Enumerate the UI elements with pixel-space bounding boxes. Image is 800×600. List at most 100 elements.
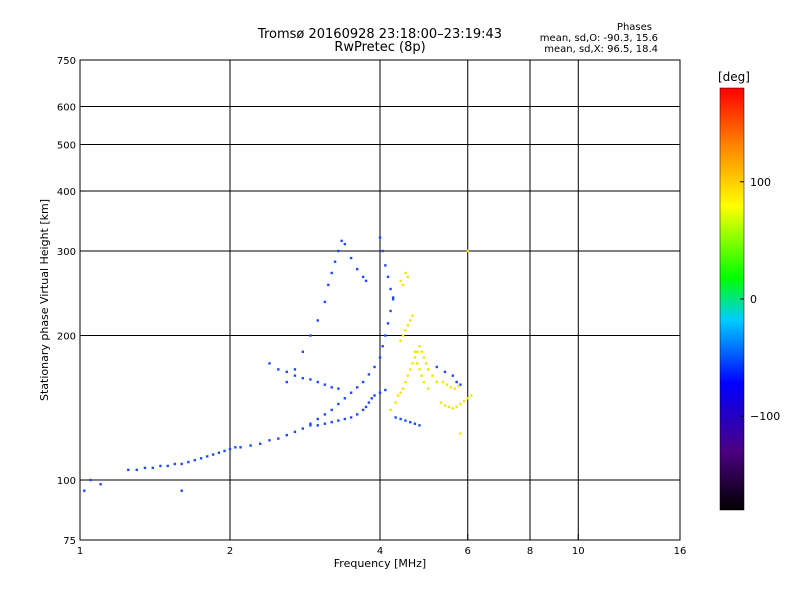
data-point-o: [239, 446, 242, 449]
data-point-x: [435, 380, 438, 384]
data-point-o: [343, 417, 347, 421]
data-point-o: [277, 437, 280, 440]
colorbar-unit-label: [deg]: [718, 70, 750, 84]
data-point-o: [330, 386, 333, 389]
data-point-o: [378, 391, 382, 394]
data-point-o: [381, 345, 384, 348]
data-point-o: [211, 453, 215, 456]
data-point-o: [349, 416, 353, 419]
x-tick-label: 8: [527, 546, 533, 557]
data-point-o: [399, 417, 402, 421]
data-point-o: [413, 422, 417, 425]
data-point-x: [439, 401, 443, 404]
data-point-x: [424, 362, 428, 365]
data-point-x: [418, 368, 421, 371]
x-tick-label: 4: [377, 546, 383, 557]
data-point-o: [83, 489, 86, 492]
data-point-o: [323, 413, 327, 416]
data-point-o: [391, 298, 395, 301]
data-point-o: [316, 380, 319, 384]
data-point-o: [180, 462, 183, 466]
data-point-o: [367, 373, 371, 376]
data-point-x: [422, 380, 426, 384]
data-point-o: [361, 408, 365, 412]
data-point-x: [453, 387, 456, 390]
data-point-o: [330, 408, 333, 412]
data-point-o: [180, 489, 183, 492]
data-point-o: [443, 370, 447, 374]
phases-label: Phases: [616, 22, 652, 33]
data-point-o: [89, 478, 92, 482]
data-point-x: [406, 275, 410, 279]
data-point-x: [411, 362, 414, 365]
data-point-x: [455, 405, 458, 409]
data-point-x: [411, 314, 414, 317]
data-point-o: [127, 468, 130, 472]
data-point-x: [457, 384, 460, 388]
data-point-o: [327, 283, 330, 287]
data-point-o: [316, 424, 319, 427]
data-point-o: [364, 279, 368, 283]
data-point-x: [404, 329, 407, 332]
y-tick-label: 200: [57, 332, 76, 343]
colorbar-ticks: 100 0 −100: [740, 176, 780, 423]
data-point-o: [285, 370, 288, 374]
data-point-o: [384, 264, 387, 267]
data-point-x: [401, 387, 405, 390]
data-point-x: [399, 279, 402, 283]
data-point-o: [228, 447, 232, 451]
data-point-o: [418, 424, 421, 427]
data-point-o: [259, 442, 262, 445]
data-point-o: [234, 446, 237, 449]
data-point-x: [459, 432, 462, 435]
data-point-o: [301, 376, 305, 380]
data-point-o: [309, 424, 312, 427]
data-point-x: [441, 380, 445, 384]
x-axis-ticks: 1 2 4 6 8 10 16: [77, 534, 686, 557]
data-point-x: [459, 402, 462, 406]
data-point-o: [316, 319, 319, 322]
data-point-o: [330, 271, 333, 275]
data-point-o: [330, 420, 333, 424]
data-point-x: [406, 374, 410, 377]
data-point-x: [409, 368, 412, 371]
stats-x-mode: mean, sd,X: 96.5, 18.4: [544, 44, 658, 55]
data-point-o: [378, 356, 382, 359]
data-point-o: [389, 309, 392, 313]
data-points: [83, 236, 473, 492]
data-point-o: [323, 383, 327, 386]
data-point-o: [301, 427, 305, 430]
data-point-o: [435, 365, 438, 369]
data-point-o: [285, 433, 288, 437]
y-axis-label: Stationary phase Virtual Height [km]: [38, 199, 51, 401]
data-point-o: [309, 422, 312, 425]
data-point-o: [293, 430, 297, 434]
data-point-x: [415, 350, 419, 353]
data-point-o: [355, 267, 359, 271]
data-point-o: [455, 380, 458, 384]
data-point-o: [323, 422, 327, 425]
data-point-x: [466, 249, 469, 253]
data-point-x: [399, 339, 402, 343]
data-point-x: [399, 391, 402, 394]
data-point-o: [364, 405, 368, 409]
data-point-o: [151, 466, 155, 470]
data-point-x: [404, 380, 407, 384]
colorbar-tick-label: 0: [750, 293, 757, 306]
data-point-x: [415, 362, 419, 365]
data-point-o: [337, 249, 340, 253]
data-point-o: [199, 457, 203, 460]
data-point-o: [337, 387, 340, 390]
x-axis-label: Frequency [MHz]: [334, 557, 426, 570]
data-point-o: [337, 419, 340, 422]
data-point-o: [373, 394, 376, 397]
data-point-o: [361, 275, 365, 279]
data-point-x: [401, 283, 405, 287]
data-point-o: [459, 383, 462, 386]
data-point-o: [361, 380, 365, 384]
stats-o-mode: mean, sd,O: -90.3, 15.6: [539, 33, 658, 44]
data-point-o: [370, 397, 373, 400]
data-point-x: [449, 386, 453, 389]
data-point-o: [323, 300, 327, 304]
